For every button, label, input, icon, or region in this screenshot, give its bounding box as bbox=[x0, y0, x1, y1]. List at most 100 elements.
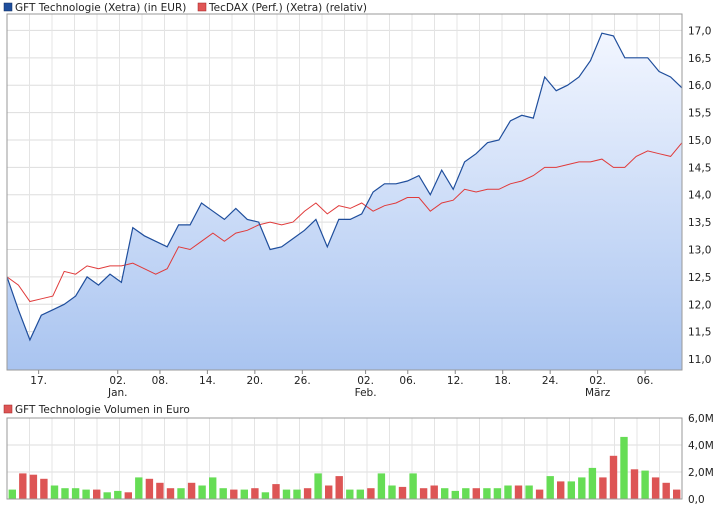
price-x-tick-label: 12. bbox=[447, 375, 464, 387]
volume-bar bbox=[472, 488, 480, 499]
price-y-tick-label: 15,5 bbox=[688, 108, 711, 120]
volume-bar bbox=[609, 455, 618, 499]
price-y-tick-label: 12,5 bbox=[688, 272, 711, 284]
volume-bar bbox=[451, 490, 459, 499]
volume-bar bbox=[8, 489, 16, 499]
volume-bar bbox=[377, 473, 386, 499]
volume-bar bbox=[40, 478, 48, 500]
volume-bar bbox=[356, 489, 364, 499]
main-legend: GFT Technologie (Xetra) (in EUR) TecDAX … bbox=[3, 2, 367, 14]
volume-bar bbox=[493, 488, 502, 499]
price-y-tick-label: 13,0 bbox=[688, 245, 711, 257]
volume-bar bbox=[124, 492, 132, 500]
volume-y-tick-label: 4,0M bbox=[688, 440, 714, 452]
volume-bar bbox=[673, 489, 681, 499]
volume-bar bbox=[662, 482, 670, 499]
month-label: März bbox=[585, 387, 611, 399]
price-chart-frame bbox=[6, 13, 683, 371]
price-x-tick-label: 17. bbox=[30, 375, 47, 387]
volume-bar bbox=[367, 488, 375, 499]
price-x-tick-label: 08. bbox=[152, 375, 169, 387]
volume-bar bbox=[462, 488, 470, 499]
volume-bar bbox=[19, 473, 27, 499]
volume-bar bbox=[293, 489, 301, 499]
price-y-tick-label: 15,0 bbox=[688, 135, 711, 147]
volume-bar bbox=[114, 490, 122, 499]
volume-bar bbox=[219, 488, 227, 499]
volume-y-axis: 0,0 2,0M 4,0M 6,0M bbox=[688, 413, 714, 506]
volume-y-tick-label: 2,0M bbox=[688, 467, 714, 479]
volume-chart: 0,0 2,0M 4,0M 6,0M bbox=[6, 413, 714, 506]
volume-bar bbox=[441, 488, 449, 499]
tecdax-line bbox=[6, 142, 683, 303]
price-x-tick-label: 02. bbox=[357, 375, 374, 387]
volume-chart-frame bbox=[6, 417, 683, 500]
price-x-tick-label: 24. bbox=[542, 375, 559, 387]
volume-bar bbox=[61, 488, 69, 499]
price-y-tick-label: 11,0 bbox=[688, 354, 711, 366]
legend-label-tecdax: TecDAX (Perf.) (Xetra) (relativ) bbox=[208, 2, 367, 14]
volume-bar bbox=[620, 436, 628, 499]
gft-area-fill bbox=[7, 33, 682, 370]
volume-bar bbox=[630, 469, 639, 499]
price-x-tick-label: 26. bbox=[294, 375, 311, 387]
gft-line bbox=[6, 32, 683, 342]
volume-bar bbox=[578, 477, 586, 499]
volume-bar bbox=[177, 488, 185, 499]
volume-bar bbox=[187, 482, 196, 499]
volume-bar bbox=[303, 488, 312, 499]
month-label: Jan. bbox=[107, 387, 128, 399]
volume-bar bbox=[651, 477, 660, 499]
price-chart: 11,0 11,5 12,0 12,5 13,0 13,5 14,0 14,5 15,0 15,5… bbox=[6, 13, 711, 399]
price-x-tick-label: 06. bbox=[399, 375, 416, 387]
volume-bar bbox=[209, 477, 217, 499]
volume-bar bbox=[261, 492, 270, 500]
price-x-axis: 17. 02. 08. 14. 20. 26. 02. 06. 12. 18. 24. 02. 06. bbox=[30, 370, 653, 387]
volume-bars bbox=[8, 436, 681, 500]
legend-swatch-gft bbox=[3, 2, 13, 12]
price-y-tick-label: 13,5 bbox=[688, 217, 711, 229]
volume-bar bbox=[145, 478, 154, 500]
price-x-tick-label: 14. bbox=[199, 375, 216, 387]
volume-bar bbox=[567, 481, 575, 499]
volume-bar bbox=[240, 489, 248, 499]
volume-y-tick-label: 0,0 bbox=[688, 494, 705, 506]
volume-bar bbox=[166, 488, 175, 499]
price-x-tick-label: 18. bbox=[494, 375, 511, 387]
volume-y-tick-label: 6,0M bbox=[688, 413, 714, 425]
volume-bar bbox=[641, 470, 649, 499]
legend-swatch-tecdax bbox=[197, 2, 207, 12]
volume-bar bbox=[546, 476, 554, 499]
volume-bar bbox=[71, 488, 80, 499]
price-x-tick-label: 02. bbox=[589, 375, 606, 387]
price-y-tick-label: 14,0 bbox=[688, 190, 711, 202]
price-y-axis: 11,0 11,5 12,0 12,5 13,0 13,5 14,0 14,5 15,0 15,5… bbox=[688, 25, 711, 366]
volume-bar bbox=[525, 485, 533, 499]
volume-bar bbox=[430, 485, 438, 499]
volume-bar bbox=[325, 485, 333, 499]
price-y-tick-label: 17,0 bbox=[688, 25, 711, 37]
volume-bar bbox=[251, 488, 259, 499]
volume-bar bbox=[419, 488, 428, 499]
volume-bar bbox=[335, 476, 343, 499]
volume-bar bbox=[156, 482, 164, 499]
price-y-tick-label: 12,0 bbox=[688, 299, 711, 311]
month-label: Feb. bbox=[355, 387, 377, 399]
price-x-tick-label: 20. bbox=[247, 375, 264, 387]
price-x-tick-label: 06. bbox=[637, 375, 654, 387]
volume-bar bbox=[272, 484, 280, 499]
volume-bar bbox=[29, 474, 38, 499]
price-y-tick-label: 14,5 bbox=[688, 162, 711, 174]
legend-swatch-volume bbox=[3, 404, 13, 414]
volume-bar bbox=[409, 473, 417, 499]
price-x-tick-label: 02. bbox=[109, 375, 126, 387]
legend-label-gft: GFT Technologie (Xetra) (in EUR) bbox=[15, 2, 186, 14]
volume-bar bbox=[314, 473, 322, 499]
volume-bar bbox=[230, 489, 238, 499]
volume-bar bbox=[483, 488, 491, 499]
price-y-tick-label: 16,0 bbox=[688, 80, 711, 92]
volume-bar bbox=[198, 485, 206, 499]
volume-bar bbox=[50, 485, 59, 499]
legend-label-volume: GFT Technologie Volumen in Euro bbox=[15, 404, 190, 416]
